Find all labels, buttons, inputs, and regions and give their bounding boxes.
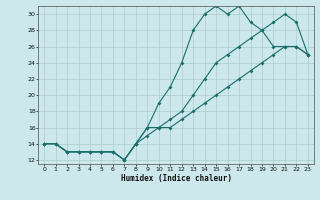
X-axis label: Humidex (Indice chaleur): Humidex (Indice chaleur) [121,174,231,183]
